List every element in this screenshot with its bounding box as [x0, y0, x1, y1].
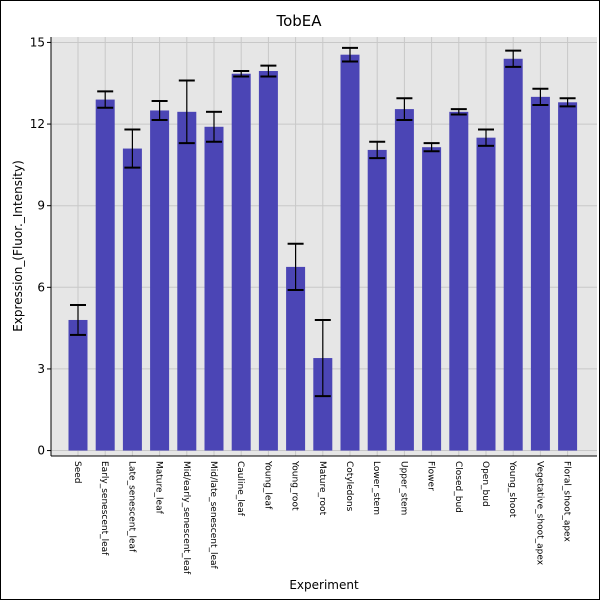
x-tick-label: Floral_shoot_apex [562, 461, 572, 542]
x-tick-label: Mature_leaf [154, 461, 164, 515]
bar [68, 319, 88, 451]
x-tick-label: Seed [72, 461, 82, 484]
x-tick-label: Flower [426, 461, 436, 491]
x-tick-label: Lower_stem [371, 461, 381, 515]
bar [258, 71, 278, 451]
y-tick-label: 3 [37, 362, 45, 376]
y-axis: 0 3 6 9 12 15 [30, 35, 52, 458]
bar [558, 102, 578, 451]
bar [340, 54, 360, 451]
y-tick-label: 12 [30, 117, 45, 131]
chart-title: TobEA [275, 12, 322, 30]
x-axis-title: Experiment [289, 578, 359, 592]
bars [68, 54, 578, 451]
bar [394, 109, 414, 451]
bar [95, 99, 115, 451]
bar [422, 147, 442, 451]
x-axis: Seed Early_senescent_leaf Late_senescent_l… [51, 455, 597, 575]
bar [177, 111, 197, 451]
x-tick-label: Mature_root [317, 461, 327, 516]
bar [367, 149, 387, 451]
x-tick-label: Young_leaf [262, 460, 272, 510]
x-tick-label: Mid/late_senescent_leaf [208, 461, 218, 570]
bar [204, 126, 224, 451]
x-tick-label: Upper_stem [398, 461, 408, 515]
x-tick-label: Mid/early_senescent_leaf [181, 461, 191, 575]
x-tick-label: Young_root [290, 460, 300, 511]
bar [449, 111, 469, 451]
bar [231, 73, 251, 451]
x-tick-label: Open_bud [480, 461, 490, 507]
x-tick-label: Cotyledons [344, 461, 354, 512]
bar [122, 148, 142, 451]
x-tick-label: Cauline_leaf [235, 461, 245, 517]
bar [476, 137, 496, 451]
x-tick-label: Early_senescent_leaf [99, 461, 109, 556]
x-tick-label: Vegetative_shoot_apex [534, 461, 544, 566]
x-tick-label: Late_senescent_leaf [126, 461, 136, 553]
x-tick-label: Closed_bud [453, 461, 463, 513]
bar [530, 96, 550, 451]
y-tick-label: 6 [37, 280, 45, 294]
bar [503, 58, 523, 451]
y-tick-label: 9 [37, 199, 45, 213]
y-tick-label: 0 [37, 444, 45, 458]
error-bars [70, 46, 576, 398]
y-axis-title: Expression_(Fluor._Intensity) [11, 160, 25, 332]
y-tick-label: 15 [30, 35, 45, 49]
bar [313, 358, 333, 451]
x-tick-label: Young_shoot [507, 460, 517, 518]
bar [150, 110, 170, 451]
bar [286, 266, 306, 451]
